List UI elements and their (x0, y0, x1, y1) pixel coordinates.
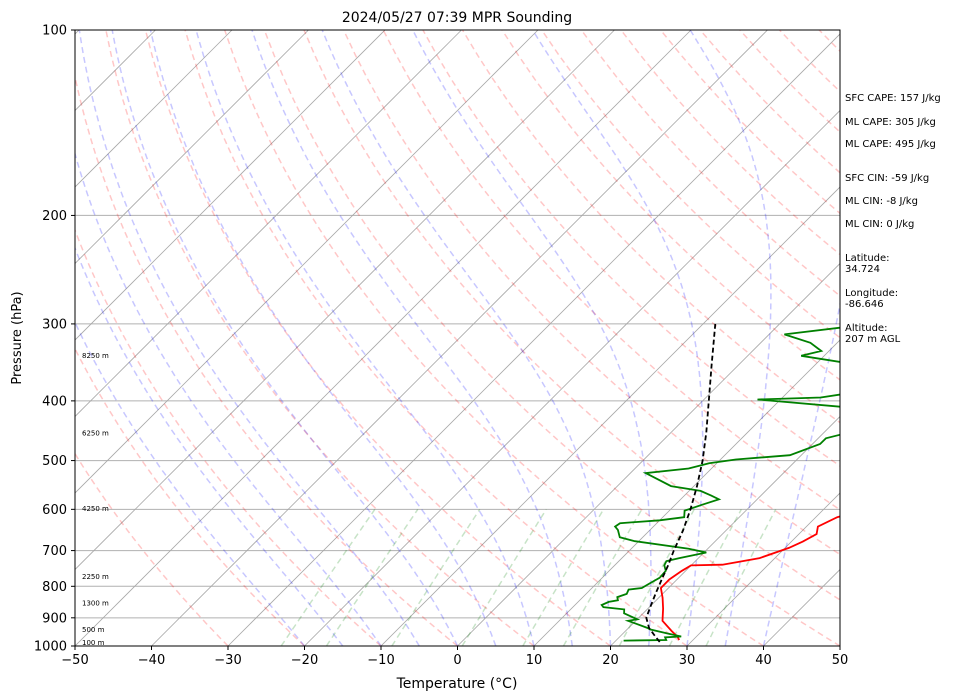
ml-cape-text: ML CAPE: 305 J/kg (845, 117, 936, 128)
isotherm-line (75, 30, 386, 341)
x-tick-label: 50 (832, 653, 849, 668)
y-tick-label: 400 (42, 394, 67, 409)
ml-cin-text: ML CIN: -8 J/kg (845, 196, 918, 207)
dry-adiabat-line (263, 30, 840, 646)
x-tick-label: −10 (367, 653, 394, 668)
isotherm-line (75, 30, 309, 265)
data-series (600, 323, 840, 643)
mixing-ratio-line (325, 508, 419, 646)
height-label: 6250 m (82, 430, 109, 438)
x-tick-label: 0 (453, 653, 461, 668)
y-tick-label: 100 (42, 24, 67, 39)
isotherm-line (686, 492, 840, 646)
x-tick-label: 10 (526, 653, 543, 668)
mixing-ratio-line (618, 508, 695, 646)
dry-adiabat-line (105, 30, 535, 646)
moist-adiabat-line (412, 30, 652, 646)
dry-adiabat-line (422, 30, 840, 467)
moist-adiabat-line (195, 30, 535, 646)
moist-adiabat-line (78, 30, 420, 646)
dry-adiabat-line (75, 452, 229, 646)
longitude-text: Longitude: -86.646 (845, 288, 899, 310)
isotherm-line (75, 30, 539, 494)
y-tick-label: 500 (42, 454, 67, 469)
x-tick-label: 40 (755, 653, 772, 668)
isotherm-line (151, 30, 768, 646)
height-label: 2250 m (82, 573, 109, 581)
mixing-ratio-line (461, 508, 547, 646)
isotherm-line (75, 30, 615, 571)
mixing-ratio-line (668, 508, 742, 646)
moist-adiabat-line (111, 30, 459, 646)
x-tick-label: −30 (214, 653, 241, 668)
temperature-profile-line (659, 515, 840, 641)
x-tick-label: −40 (138, 653, 165, 668)
dewpoint-profile-line (600, 326, 840, 642)
mixing-ratio-line (705, 508, 777, 646)
dry-adiabat-line (75, 73, 458, 646)
moist-adiabat-line (75, 246, 344, 646)
y-tick-label: 700 (42, 544, 67, 559)
dry-adiabat-line (223, 30, 764, 646)
parcel-path-line (645, 323, 717, 643)
height-label: 8250 m (82, 352, 109, 360)
dry-adiabat-line (580, 30, 840, 297)
y-tick-label: 1000 (34, 640, 67, 655)
moist-adiabat-line (762, 300, 840, 646)
moist-adiabat-line (689, 30, 772, 646)
isotherm-line (0, 30, 3, 646)
moist-adiabat-line (251, 30, 574, 646)
dry-adiabat-line (75, 228, 382, 646)
sfc-cape-text: SFC CAPE: 157 J/kg (845, 93, 941, 104)
x-tick-label: −50 (61, 653, 88, 668)
dry-adiabat-line (75, 347, 306, 646)
height-label: 100 m (82, 639, 105, 647)
height-label: 1300 m (82, 599, 109, 607)
isotherm-line (227, 33, 840, 646)
mixing-ratio-line (391, 508, 481, 646)
height-label: 500 m (82, 626, 105, 634)
y-tick-label: 900 (42, 611, 67, 626)
height-label: 4250 m (82, 505, 109, 513)
isotherm-line (304, 109, 840, 646)
isotherm-line (533, 339, 840, 646)
isotherm-line (380, 186, 840, 646)
x-tick-label: −20 (291, 653, 318, 668)
x-axis-label: Temperature (°C) (396, 676, 518, 692)
isotherm-line (457, 262, 840, 646)
dry-adiabat-line (382, 30, 840, 511)
y-tick-label: 600 (42, 503, 67, 518)
y-tick-label: 300 (42, 317, 67, 332)
sfc-cin-text: SFC CIN: -59 J/kg (845, 173, 930, 184)
dry-adiabat-line (342, 30, 840, 556)
y-axis-label: Pressure (hPa) (10, 291, 25, 384)
chart-title: 2024/05/27 07:39 MPR Sounding (342, 10, 572, 26)
isotherm-line (75, 30, 233, 188)
altitude-text: Altitude: 207 m AGL (845, 323, 901, 345)
y-tick-label: 200 (42, 209, 67, 224)
background-reference-lines (0, 30, 840, 646)
isotherm-line (610, 415, 840, 646)
dry-adiabat-line (184, 30, 688, 646)
ml-cape-text-2: ML CAPE: 495 J/kg (845, 139, 936, 150)
isotherm-line (75, 30, 692, 646)
latitude-text: Latitude: 34.724 (845, 253, 890, 275)
axis-ticks: −50 −40 −30 −20 −10 0 10 20 30 40 50 1000 900 800 700 6… (34, 24, 848, 669)
moist-adiabat-line (149, 30, 497, 646)
moist-adiabat-line (532, 30, 704, 646)
mixing-ratio-line (562, 508, 643, 646)
dry-adiabat-line (144, 30, 611, 646)
x-tick-label: 30 (679, 653, 696, 668)
isotherm-line (75, 30, 462, 418)
mixing-ratio-line (522, 508, 605, 646)
ml-cin-text-2: ML CIN: 0 J/kg (845, 219, 915, 230)
y-tick-label: 800 (42, 580, 67, 595)
dry-adiabat-line (303, 30, 840, 601)
x-tick-label: 20 (602, 653, 619, 668)
mixing-ratio-line (280, 508, 376, 646)
plot-frame (74, 29, 841, 647)
moist-adiabat-line (75, 151, 382, 646)
